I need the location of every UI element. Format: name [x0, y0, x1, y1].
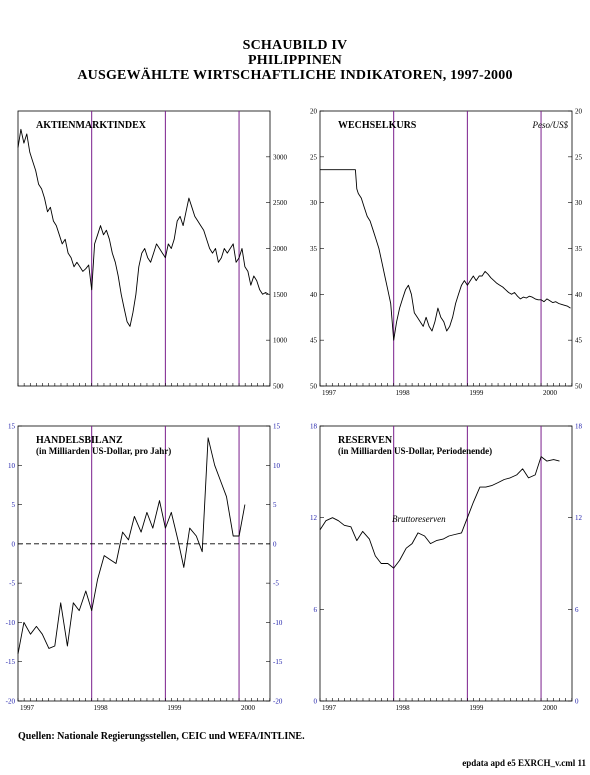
file-code: epdata apd e5 EXRCH_v.cml 11 [462, 758, 586, 768]
y-tick-label-left: 30 [310, 199, 318, 207]
panel-title: WECHSELKURS [338, 120, 417, 131]
series-line [320, 169, 571, 341]
y-tick-label-right: 0 [575, 698, 579, 706]
y-tick-label-right: 20 [575, 108, 583, 116]
series-line [319, 456, 560, 569]
panel-title: AKTIENMARKTINDEX [36, 120, 147, 131]
x-tick-label: 1999 [167, 704, 182, 712]
y-tick-label-left: 5 [12, 501, 16, 509]
panel-subtitle: (in Milliarden US-Dollar, pro Jahr) [36, 446, 171, 456]
series-line [17, 437, 246, 654]
y-tick-label-right: 30 [575, 199, 583, 207]
y-tick-label-right: 0 [273, 540, 277, 548]
chart-title-line1: SCHAUBILD IV [242, 38, 348, 53]
panel-title: RESERVEN [338, 435, 393, 446]
x-tick-label: 1998 [94, 704, 109, 712]
y-tick-label-right: 10 [273, 462, 281, 470]
series-line [17, 128, 269, 327]
exchange-rate-panel: 1997 1998 1999 2000 20 20 25 25 30 30 35 35 40 40 45 45… [310, 108, 583, 398]
x-tick-label: 2000 [543, 389, 558, 397]
y-tick-label-right: 35 [575, 245, 583, 253]
y-tick-label-right: 15 [273, 423, 281, 431]
reserves-panel: 1997 1998 1999 2000 18 18 12 12 6 6 0 0 RESERVEN(in … [310, 423, 583, 713]
y-tick-label-right: -15 [273, 658, 283, 666]
y-tick-label-right: 6 [575, 606, 579, 614]
chart-title-line2: PHILIPPINEN [248, 53, 342, 68]
panel-subtitle: (in Milliarden US-Dollar, Periodenende) [338, 446, 492, 456]
y-tick-label-right: 5 [273, 501, 277, 509]
y-tick-label-right: 2000 [273, 245, 288, 253]
y-tick-label-right: 1000 [273, 337, 288, 345]
y-tick-label-right: 50 [575, 383, 583, 391]
y-tick-label-left: 45 [310, 337, 318, 345]
y-tick-label-right: 1500 [273, 291, 288, 299]
y-tick-label-left: 6 [314, 606, 318, 614]
x-tick-label: 1999 [469, 704, 484, 712]
series-annotation: Bruttoreserven [392, 514, 446, 524]
y-tick-label-right: 12 [575, 514, 583, 522]
y-tick-label-left: 15 [8, 423, 16, 431]
trade-balance-panel: 1997 1998 1999 2000 15 15 10 10 5 5 0 0 -5 -5 -10 -10 -1… [6, 423, 283, 713]
y-tick-label-right: -5 [273, 580, 279, 588]
unit-label: Peso/US$ [532, 120, 569, 130]
plot-frame [17, 425, 271, 702]
source-note: Quellen: Nationale Regierungsstellen, CE… [18, 731, 305, 742]
y-tick-label-left: -10 [6, 619, 16, 627]
x-tick-label: 1997 [322, 704, 337, 712]
y-tick-label-right: -20 [273, 698, 283, 706]
y-tick-label-right: -10 [273, 619, 283, 627]
y-tick-label-right: 40 [575, 291, 583, 299]
x-tick-label: 1998 [396, 704, 411, 712]
y-tick-label-right: 45 [575, 337, 583, 345]
plot-frame [319, 425, 573, 702]
y-tick-label-left: 0 [314, 698, 318, 706]
y-tick-label-left: 12 [310, 514, 318, 522]
y-tick-label-left: 18 [310, 423, 318, 431]
x-tick-label: 1997 [322, 389, 337, 397]
y-tick-label-left: 40 [310, 291, 318, 299]
plot-frame [319, 110, 573, 387]
x-tick-label: 2000 [543, 704, 558, 712]
x-tick-label: 1998 [396, 389, 411, 397]
y-tick-label-right: 25 [575, 153, 583, 161]
y-tick-label-left: -15 [6, 658, 16, 666]
y-tick-label-right: 3000 [273, 153, 288, 161]
y-tick-label-left: 25 [310, 153, 318, 161]
y-tick-label-left: 0 [12, 540, 16, 548]
y-tick-label-left: 35 [310, 245, 318, 253]
y-tick-label-left: 10 [8, 462, 16, 470]
x-tick-label: 1999 [469, 389, 484, 397]
y-tick-label-left: 50 [310, 383, 318, 391]
y-tick-label-left: 20 [310, 108, 318, 116]
chart-title-line3: AUSGEWÄHLTE WIRTSCHAFTLICHE INDIKATOREN,… [77, 68, 513, 83]
y-tick-label-right: 2500 [273, 199, 288, 207]
stock-index-panel: 3000 2500 2000 1500 1000 500 AKTIENMARKTINDEX [17, 110, 288, 391]
plot-frame [17, 110, 271, 387]
y-tick-label-left: -20 [6, 698, 16, 706]
y-tick-label-left: -5 [9, 580, 15, 588]
y-tick-label-right: 18 [575, 423, 583, 431]
panel-title: HANDELSBILANZ [36, 435, 123, 446]
y-tick-label-right: 500 [273, 383, 284, 391]
x-tick-label: 2000 [241, 704, 256, 712]
x-tick-label: 1997 [20, 704, 35, 712]
